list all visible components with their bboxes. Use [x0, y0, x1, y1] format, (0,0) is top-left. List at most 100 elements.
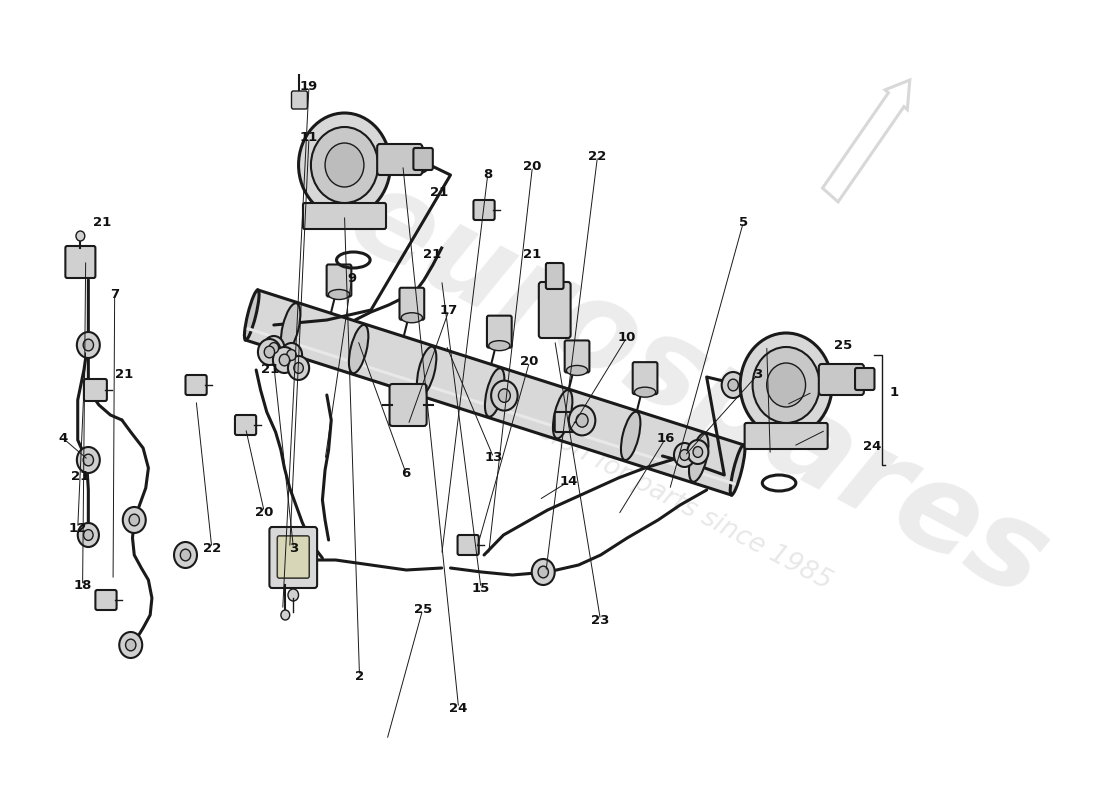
- FancyBboxPatch shape: [277, 536, 309, 578]
- Text: 15: 15: [472, 582, 491, 594]
- Circle shape: [287, 350, 296, 360]
- Polygon shape: [245, 290, 744, 495]
- Circle shape: [119, 632, 142, 658]
- FancyBboxPatch shape: [235, 415, 256, 435]
- Ellipse shape: [635, 387, 656, 397]
- Text: 7: 7: [110, 288, 119, 301]
- Text: 21: 21: [424, 248, 441, 261]
- FancyBboxPatch shape: [414, 148, 432, 170]
- FancyBboxPatch shape: [302, 203, 386, 229]
- Text: 18: 18: [74, 579, 91, 592]
- Text: 3: 3: [289, 542, 298, 554]
- Text: 5: 5: [739, 216, 748, 229]
- Circle shape: [77, 447, 100, 473]
- Ellipse shape: [402, 313, 422, 322]
- Circle shape: [273, 347, 296, 373]
- FancyBboxPatch shape: [546, 263, 563, 289]
- Circle shape: [288, 356, 309, 380]
- FancyBboxPatch shape: [473, 200, 495, 220]
- Text: a passion for parts since 1985: a passion for parts since 1985: [472, 385, 836, 595]
- Text: 20: 20: [524, 160, 541, 173]
- Circle shape: [415, 154, 425, 166]
- Circle shape: [257, 339, 280, 365]
- FancyBboxPatch shape: [554, 412, 576, 432]
- FancyBboxPatch shape: [564, 341, 590, 373]
- FancyBboxPatch shape: [96, 590, 117, 610]
- FancyBboxPatch shape: [399, 288, 425, 320]
- FancyBboxPatch shape: [487, 316, 512, 348]
- Circle shape: [491, 381, 518, 410]
- Text: 6: 6: [402, 467, 410, 480]
- Circle shape: [174, 542, 197, 568]
- Text: 21: 21: [92, 216, 111, 229]
- Circle shape: [294, 362, 304, 374]
- Circle shape: [498, 389, 510, 402]
- Circle shape: [84, 530, 94, 541]
- Text: 20: 20: [520, 355, 539, 368]
- FancyBboxPatch shape: [327, 265, 351, 297]
- FancyBboxPatch shape: [818, 364, 864, 395]
- Text: eurospares: eurospares: [329, 157, 1066, 623]
- Circle shape: [728, 379, 738, 391]
- Ellipse shape: [417, 346, 437, 395]
- Circle shape: [280, 343, 302, 367]
- Circle shape: [674, 443, 695, 467]
- Text: 14: 14: [559, 475, 578, 488]
- Ellipse shape: [485, 368, 505, 417]
- Circle shape: [693, 446, 703, 458]
- Text: 3: 3: [754, 368, 762, 381]
- Text: 21: 21: [430, 186, 449, 198]
- Circle shape: [180, 549, 190, 561]
- Text: 25: 25: [414, 603, 432, 616]
- Circle shape: [680, 450, 690, 460]
- Text: 22: 22: [588, 150, 607, 162]
- FancyBboxPatch shape: [277, 536, 309, 578]
- Circle shape: [264, 346, 275, 358]
- Text: 21: 21: [70, 470, 89, 482]
- Ellipse shape: [280, 303, 300, 351]
- Circle shape: [84, 454, 94, 466]
- FancyBboxPatch shape: [632, 362, 658, 394]
- Circle shape: [129, 514, 140, 526]
- FancyBboxPatch shape: [855, 368, 875, 390]
- Text: 23: 23: [592, 614, 609, 626]
- Text: 8: 8: [483, 168, 493, 181]
- FancyBboxPatch shape: [458, 535, 478, 555]
- Circle shape: [722, 372, 745, 398]
- Ellipse shape: [553, 390, 572, 438]
- Text: 21: 21: [261, 363, 279, 376]
- Circle shape: [280, 610, 289, 620]
- Circle shape: [78, 523, 99, 547]
- Text: 2: 2: [355, 670, 364, 682]
- Text: 11: 11: [300, 131, 318, 144]
- Text: 24: 24: [864, 440, 882, 453]
- Circle shape: [408, 147, 431, 173]
- Ellipse shape: [566, 366, 587, 375]
- FancyBboxPatch shape: [377, 144, 422, 175]
- Text: 24: 24: [450, 702, 468, 714]
- Circle shape: [569, 406, 595, 435]
- Text: 17: 17: [440, 304, 458, 317]
- Ellipse shape: [488, 341, 510, 350]
- Text: 4: 4: [58, 432, 68, 445]
- Circle shape: [77, 332, 100, 358]
- FancyBboxPatch shape: [745, 423, 827, 449]
- Circle shape: [298, 113, 390, 217]
- Text: 16: 16: [657, 432, 674, 445]
- Circle shape: [84, 339, 94, 351]
- FancyBboxPatch shape: [292, 91, 307, 109]
- FancyBboxPatch shape: [65, 246, 96, 278]
- Ellipse shape: [349, 325, 368, 374]
- Text: 21: 21: [524, 248, 541, 261]
- Text: 13: 13: [484, 451, 503, 464]
- Circle shape: [538, 566, 549, 578]
- FancyBboxPatch shape: [539, 282, 571, 338]
- Circle shape: [263, 336, 285, 360]
- Text: 9: 9: [348, 272, 356, 285]
- Circle shape: [576, 414, 588, 427]
- Text: 25: 25: [834, 339, 852, 352]
- Text: 10: 10: [617, 331, 636, 344]
- Ellipse shape: [621, 412, 640, 460]
- FancyBboxPatch shape: [84, 379, 107, 401]
- Ellipse shape: [689, 434, 708, 482]
